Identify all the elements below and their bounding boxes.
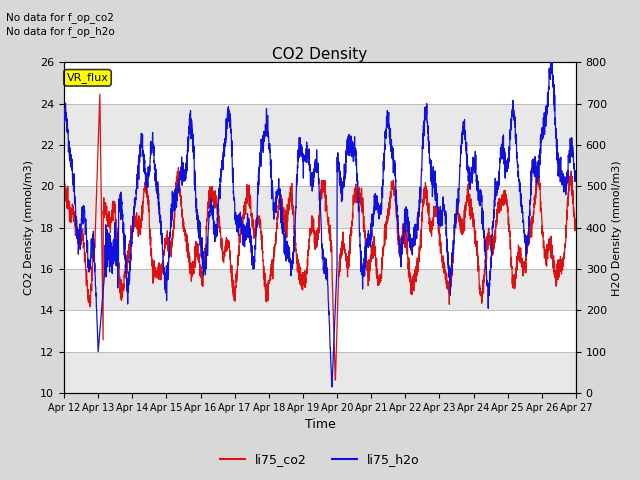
Y-axis label: H2O Density (mmol/m3): H2O Density (mmol/m3) [612, 160, 623, 296]
Legend: li75_co2, li75_h2o: li75_co2, li75_h2o [215, 448, 425, 471]
Bar [64, 104, 576, 145]
Text: No data for f_op_co2: No data for f_op_co2 [6, 12, 115, 23]
X-axis label: Time: Time [305, 419, 335, 432]
Y-axis label: CO2 Density (mmol/m3): CO2 Density (mmol/m3) [24, 160, 35, 295]
Bar [64, 186, 576, 228]
Text: No data for f_op_h2o: No data for f_op_h2o [6, 26, 115, 37]
Bar [64, 352, 576, 393]
Text: VR_flux: VR_flux [67, 72, 108, 83]
Title: CO2 Density: CO2 Density [273, 48, 367, 62]
Bar [64, 269, 576, 311]
